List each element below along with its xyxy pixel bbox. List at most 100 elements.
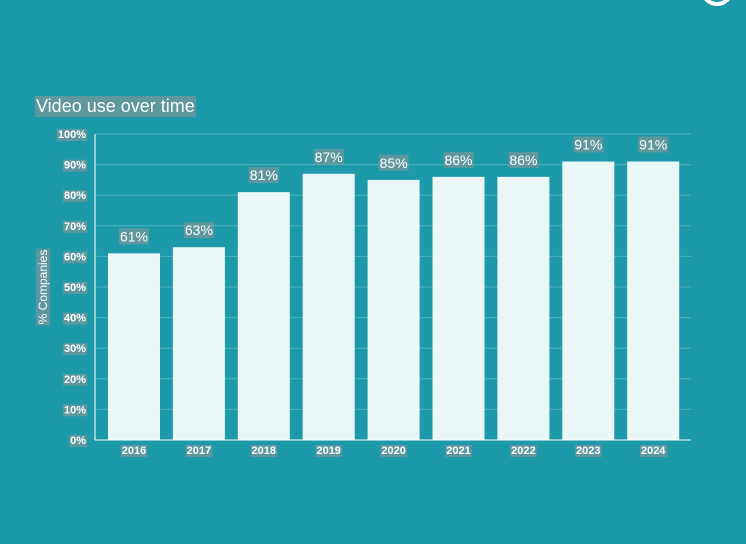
- axes: [94, 134, 691, 441]
- value-label-group: 91%: [573, 136, 604, 153]
- y-tick-label-bg: [62, 312, 88, 325]
- value-label-bg: [378, 154, 409, 171]
- value-label-bg: [638, 136, 669, 153]
- bar-2022: [497, 176, 550, 440]
- x-tick-label-group: 2016: [120, 445, 148, 457]
- y-axis-label-bg: [36, 248, 50, 326]
- y-tick-label-group: 80%: [62, 190, 88, 203]
- value-label-bg: [443, 151, 474, 168]
- y-tick-label: 0%: [70, 435, 86, 447]
- value-label-group: 91%: [638, 136, 669, 153]
- bar-2016: [108, 253, 160, 440]
- x-tick-label-bg: [315, 445, 342, 457]
- x-tick-label-bg: [185, 445, 213, 457]
- bars: [108, 161, 680, 441]
- x-tick-label: 2020: [381, 445, 405, 457]
- x-tick-label-group: 2023: [575, 445, 602, 457]
- bar-2021: [432, 176, 485, 440]
- value-label: 91%: [574, 137, 602, 153]
- y-tick-label-group: 50%: [62, 282, 88, 294]
- y-tick-label-group: 30%: [62, 343, 88, 356]
- bar-2017: [172, 247, 225, 440]
- y-tick-label: 20%: [64, 374, 86, 386]
- y-tick-label-group: 0%: [69, 435, 88, 447]
- x-tick-label: 2023: [576, 445, 600, 457]
- value-label-bg: [573, 136, 604, 153]
- x-tick-label-group: 2019: [315, 445, 342, 457]
- bar-2018: [237, 192, 290, 440]
- x-tick-label: 2022: [511, 445, 535, 457]
- y-tick-label: 30%: [64, 343, 86, 355]
- value-label: 61%: [120, 228, 148, 244]
- value-label: 81%: [250, 167, 278, 183]
- x-tick-label-group: 2021: [445, 445, 472, 457]
- y-tick-label: 100%: [58, 129, 86, 141]
- value-label-group: 86%: [508, 151, 539, 168]
- x-tick-label-bg: [639, 445, 668, 457]
- value-label: 85%: [380, 155, 408, 171]
- y-tick-label-group: 20%: [62, 373, 88, 386]
- y-axis-label: % Companies: [36, 250, 50, 325]
- y-tick-label-bg: [62, 251, 88, 264]
- value-label-group: 85%: [378, 154, 409, 171]
- value-label-bg: [313, 148, 344, 165]
- x-tick-label-bg: [380, 445, 407, 457]
- bar-2020: [367, 179, 420, 440]
- x-tick-label-bg: [445, 445, 472, 457]
- y-tick-label-bg: [69, 435, 88, 447]
- x-tick-label-bg: [510, 445, 537, 457]
- y-tick-label-bg: [62, 282, 88, 294]
- x-tick-label-bg: [575, 445, 602, 457]
- y-tick-label: 40%: [64, 313, 86, 325]
- y-tick-label-bg: [62, 404, 88, 417]
- y-tick-label: 10%: [64, 404, 86, 416]
- x-tick-label-group: 2018: [250, 445, 278, 457]
- y-tick-label-group: 40%: [62, 312, 88, 325]
- x-tick-label-group: 2024: [639, 445, 668, 457]
- value-label-group: 87%: [313, 148, 344, 165]
- y-tick-label-group: 60%: [62, 251, 88, 264]
- value-label: 63%: [185, 222, 213, 238]
- value-label: 86%: [444, 152, 472, 168]
- x-tick-label-bg: [120, 445, 148, 457]
- y-tick-label-bg: [62, 373, 88, 386]
- y-tick-label: 80%: [64, 190, 86, 202]
- bar-2023: [562, 161, 615, 441]
- y-tick-label-bg: [62, 190, 88, 203]
- value-label-bg: [183, 222, 214, 239]
- x-tick-label: 2021: [446, 445, 470, 457]
- bar-2024: [627, 161, 680, 441]
- y-tick-label: 60%: [64, 251, 86, 263]
- x-tick-label: 2018: [252, 445, 276, 457]
- y-tick-label-bg: [62, 220, 88, 233]
- x-tick-label: 2019: [316, 445, 340, 457]
- labels: 0% 10% 20% 30% 40% 50% 60% 70% 80% 90% 100% 61% 2016…: [36, 129, 669, 457]
- y-tick-label-bg: [62, 343, 88, 356]
- y-tick-label-bg: [62, 159, 88, 172]
- value-label-group: 63%: [183, 222, 214, 239]
- y-tick-label-group: 90%: [62, 159, 88, 172]
- x-tick-label: 2016: [122, 445, 146, 457]
- value-label: 87%: [315, 149, 343, 165]
- x-tick-label: 2024: [641, 445, 666, 457]
- value-label-bg: [248, 167, 279, 184]
- y-axis-label-group: % Companies: [36, 248, 50, 326]
- y-tick-label: 70%: [64, 221, 86, 233]
- chart-title: Video use over time: [35, 96, 196, 117]
- value-label-bg: [118, 228, 150, 245]
- value-label: 91%: [639, 137, 667, 153]
- y-tick-label-bg: [56, 129, 88, 141]
- x-tick-label-group: 2020: [380, 445, 407, 457]
- y-tick-label-group: 70%: [62, 220, 88, 233]
- value-label-group: 86%: [443, 151, 474, 168]
- y-tick-label: 50%: [64, 282, 86, 294]
- x-tick-label-bg: [250, 445, 278, 457]
- x-tick-label: 2017: [187, 445, 211, 457]
- value-label-group: 61%: [118, 228, 150, 245]
- y-tick-label: 90%: [64, 160, 86, 172]
- y-tick-label-group: 10%: [62, 404, 88, 417]
- x-tick-label-group: 2022: [510, 445, 537, 457]
- x-tick-label-group: 2017: [185, 445, 213, 457]
- value-label-bg: [508, 151, 539, 168]
